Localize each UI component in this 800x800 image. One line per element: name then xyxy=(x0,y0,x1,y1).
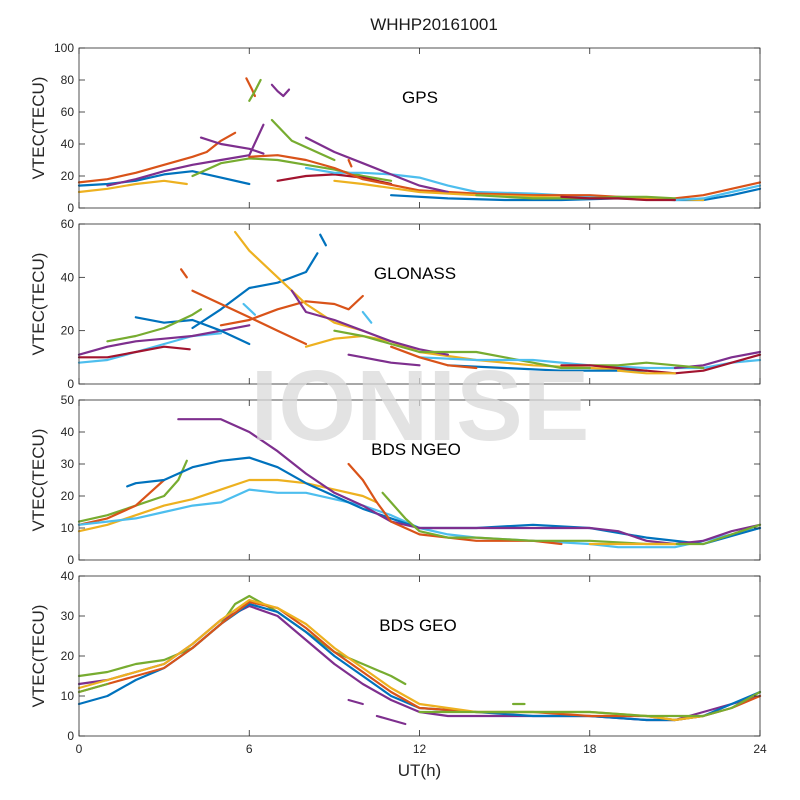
watermark-text: IONISE xyxy=(251,350,590,462)
y-tick-label: 60 xyxy=(61,105,75,119)
y-axis-label: VTEC(TECU) xyxy=(29,77,48,180)
y-axis-label: VTEC(TECU) xyxy=(29,605,48,708)
series-line-15 xyxy=(333,329,591,370)
series-line-7 xyxy=(319,233,327,247)
series-line-7 xyxy=(418,690,762,718)
series-line-3 xyxy=(77,478,378,533)
series-line-8 xyxy=(248,154,648,200)
series-line-1 xyxy=(77,459,188,523)
y-tick-label: 0 xyxy=(67,377,74,391)
y-tick-label: 80 xyxy=(61,73,75,87)
series-line-23 xyxy=(617,369,676,375)
y-tick-label: 0 xyxy=(67,729,74,743)
series-group xyxy=(77,230,762,375)
series-line-10 xyxy=(219,294,364,327)
series-line-1 xyxy=(77,594,407,686)
series-line-9 xyxy=(347,698,364,706)
x-tick-label: 6 xyxy=(246,742,253,756)
series-line-5 xyxy=(106,308,203,343)
series-line-6 xyxy=(77,682,109,694)
x-axis-label: UT(h) xyxy=(398,761,441,780)
x-tick-label: 18 xyxy=(583,742,597,756)
series-line-3 xyxy=(77,179,188,194)
series-line-4 xyxy=(199,136,265,155)
y-tick-label: 50 xyxy=(61,393,75,407)
y-tick-label: 0 xyxy=(67,553,74,567)
series-line-20 xyxy=(270,83,291,98)
y-tick-label: 10 xyxy=(61,689,75,703)
x-tick-label: 24 xyxy=(753,742,767,756)
series-line-14 xyxy=(361,310,373,324)
series-line-24 xyxy=(242,302,256,316)
subplot-3: 0 10 20 30 40 50 VTEC(TECU) BDS NGEO xyxy=(29,393,762,567)
series-line-4 xyxy=(134,316,251,346)
x-tick-label: 12 xyxy=(413,742,427,756)
series-line-21 xyxy=(588,361,705,370)
series-line-17 xyxy=(560,195,676,202)
subplot-4: 0 10 20 30 40 0 6 12 18 24 VTEC(TECU) UT(h) BDS GEO xyxy=(29,569,767,780)
series-line-8 xyxy=(180,268,188,279)
series-line-5 xyxy=(191,157,393,182)
panel-annotation: GLONASS xyxy=(374,264,456,283)
series-line-1 xyxy=(77,170,251,187)
series-line-8 xyxy=(375,714,407,726)
figure-title: WHHP20161001 xyxy=(370,15,498,34)
y-tick-label: 40 xyxy=(61,137,75,151)
series-line-3 xyxy=(77,345,191,359)
x-tick-label: 0 xyxy=(76,742,83,756)
y-tick-label: 30 xyxy=(61,457,75,471)
series-line-6 xyxy=(191,252,319,330)
series-line-19 xyxy=(347,353,421,367)
y-axis-label: VTEC(TECU) xyxy=(29,253,48,356)
y-tick-label: 20 xyxy=(61,489,75,503)
y-tick-label: 100 xyxy=(54,41,74,55)
y-tick-label: 30 xyxy=(61,609,75,623)
y-tick-label: 40 xyxy=(61,569,75,583)
series-line-14 xyxy=(673,181,762,200)
panel-annotation: GPS xyxy=(402,88,438,107)
series-line-9 xyxy=(304,136,449,194)
series-line-13 xyxy=(290,289,449,356)
series-line-11 xyxy=(106,123,265,187)
series-group xyxy=(77,77,762,202)
panel-annotation: BDS GEO xyxy=(379,616,456,635)
series-group xyxy=(77,418,762,549)
series-line-21 xyxy=(347,158,353,168)
y-tick-label: 20 xyxy=(61,649,75,663)
subplot-2: 0 20 40 60 VTEC(TECU) GLONASS xyxy=(29,217,762,391)
y-tick-label: 20 xyxy=(61,169,75,183)
y-tick-label: 40 xyxy=(61,270,75,284)
series-line-9 xyxy=(191,289,308,346)
series-line-22 xyxy=(560,353,762,375)
y-tick-label: 10 xyxy=(61,521,75,535)
y-tick-label: 40 xyxy=(61,425,75,439)
y-axis-label: VTEC(TECU) xyxy=(29,429,48,532)
series-line-2 xyxy=(77,478,166,526)
subplot-1: 0 20 40 60 80 100 VTEC(TECU) GPS xyxy=(29,41,762,215)
y-tick-label: 60 xyxy=(61,217,75,231)
series-line-18 xyxy=(390,345,478,370)
series-line-6 xyxy=(276,173,393,186)
series-line-15 xyxy=(673,184,762,202)
series-line-4 xyxy=(77,488,762,549)
series-line-10 xyxy=(270,118,336,162)
series-group xyxy=(77,594,762,726)
panel-annotation: BDS NGEO xyxy=(371,440,461,459)
series-line-19 xyxy=(248,78,262,102)
y-tick-label: 20 xyxy=(61,324,75,338)
y-tick-label: 0 xyxy=(67,201,74,215)
